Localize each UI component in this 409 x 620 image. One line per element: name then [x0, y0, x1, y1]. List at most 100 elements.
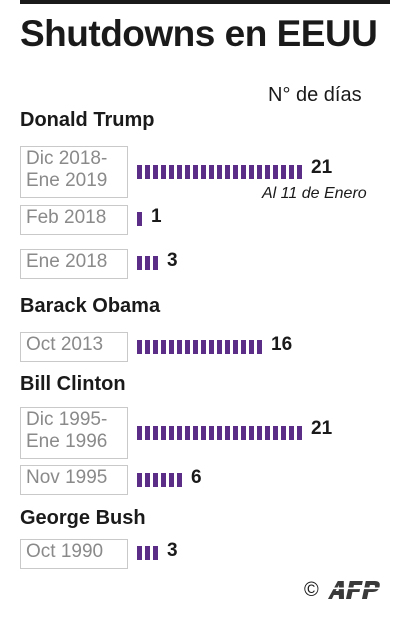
- bar-segment: [153, 426, 158, 440]
- bar-segment: [137, 426, 142, 440]
- bar-segment: [289, 165, 294, 179]
- bar-segment: [225, 426, 230, 440]
- bar: [137, 212, 145, 226]
- copyright-symbol: ©: [304, 579, 319, 601]
- bar-segment: [217, 165, 222, 179]
- chart-title: Shutdowns en EEUU: [20, 13, 378, 54]
- bar-segment: [257, 165, 262, 179]
- bar-segment: [161, 340, 166, 354]
- bar-segment: [185, 426, 190, 440]
- president-label-obama: Barack Obama: [20, 295, 161, 317]
- bar-segment: [145, 426, 150, 440]
- bar-segment: [193, 340, 198, 354]
- president-label-clinton: Bill Clinton: [20, 373, 126, 395]
- bar-segment: [233, 165, 238, 179]
- value-label: 16: [271, 334, 293, 355]
- value-label: 3: [167, 250, 178, 271]
- bar-segment: [137, 256, 142, 270]
- credit: ©: [304, 578, 390, 602]
- bar-segment: [201, 426, 206, 440]
- period-label: Oct 1990: [20, 539, 128, 569]
- bar-segment: [273, 165, 278, 179]
- annotation-note: Al 11 de Enero: [262, 185, 367, 202]
- period-label: Dic 1995- Ene 1996: [20, 407, 128, 459]
- bar-segment: [217, 340, 222, 354]
- president-label-bush: George Bush: [20, 507, 146, 529]
- bar-segment: [137, 340, 142, 354]
- value-label: 3: [167, 540, 178, 561]
- bar-segment: [201, 340, 206, 354]
- bar-segment: [137, 212, 142, 226]
- bar-segment: [297, 165, 302, 179]
- period-label: Oct 2013: [20, 332, 128, 362]
- bar-segment: [169, 340, 174, 354]
- period-label: Ene 2018: [20, 249, 128, 279]
- bar-segment: [241, 165, 246, 179]
- bar-segment: [249, 340, 254, 354]
- period-label: Feb 2018: [20, 205, 128, 235]
- bar-segment: [193, 165, 198, 179]
- bar-segment: [201, 165, 206, 179]
- bar-segment: [241, 426, 246, 440]
- bar: [137, 426, 305, 440]
- bar-segment: [153, 256, 158, 270]
- bar-segment: [153, 340, 158, 354]
- bar-segment: [161, 473, 166, 487]
- bar-segment: [209, 340, 214, 354]
- top-rule: [20, 0, 390, 4]
- president-label-trump: Donald Trump: [20, 109, 155, 131]
- bar-segment: [257, 426, 262, 440]
- bar: [137, 340, 265, 354]
- bar-segment: [177, 165, 182, 179]
- bar-segment: [265, 426, 270, 440]
- period-label: Nov 1995: [20, 465, 128, 495]
- bar: [137, 546, 161, 560]
- bar-segment: [169, 426, 174, 440]
- bar-segment: [273, 426, 278, 440]
- bar-segment: [185, 165, 190, 179]
- bar-segment: [137, 473, 142, 487]
- value-label: 1: [151, 206, 162, 227]
- bar-segment: [153, 165, 158, 179]
- bar-segment: [257, 340, 262, 354]
- bar-segment: [217, 426, 222, 440]
- afp-logo-icon: [326, 581, 389, 599]
- bar-segment: [145, 165, 150, 179]
- bar-segment: [289, 426, 294, 440]
- bar-segment: [153, 546, 158, 560]
- bar-segment: [177, 426, 182, 440]
- bar-segment: [233, 426, 238, 440]
- bar-segment: [225, 165, 230, 179]
- bar-segment: [209, 165, 214, 179]
- unit-label: N° de días: [268, 84, 362, 106]
- bar-segment: [169, 473, 174, 487]
- bar-segment: [297, 426, 302, 440]
- bar-segment: [161, 426, 166, 440]
- value-label: 21: [311, 418, 333, 439]
- bar-segment: [281, 165, 286, 179]
- bar-segment: [233, 340, 238, 354]
- bar-segment: [209, 426, 214, 440]
- bar-segment: [137, 546, 142, 560]
- bar: [137, 473, 185, 487]
- bar-segment: [145, 473, 150, 487]
- bar-segment: [185, 340, 190, 354]
- bar-segment: [169, 165, 174, 179]
- bar-segment: [177, 340, 182, 354]
- bar-segment: [225, 340, 230, 354]
- bar-segment: [145, 546, 150, 560]
- bar-segment: [153, 473, 158, 487]
- bar-segment: [177, 473, 182, 487]
- bar-segment: [137, 165, 142, 179]
- bar-segment: [193, 426, 198, 440]
- bar-segment: [145, 256, 150, 270]
- bar-segment: [241, 340, 246, 354]
- bar: [137, 165, 305, 179]
- bar-segment: [161, 165, 166, 179]
- bar-segment: [281, 426, 286, 440]
- bar: [137, 256, 161, 270]
- value-label: 6: [191, 467, 202, 488]
- bar-segment: [265, 165, 270, 179]
- bar-segment: [249, 165, 254, 179]
- bar-segment: [145, 340, 150, 354]
